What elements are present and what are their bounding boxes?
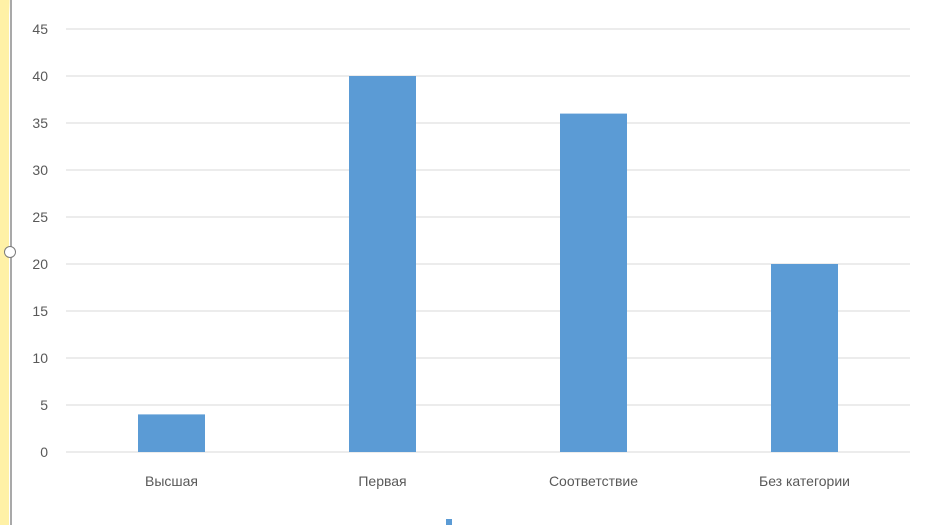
bar[interactable] [560,113,627,452]
y-tick-label: 15 [32,303,48,319]
y-tick-label: 5 [40,397,48,413]
x-category-label: Без категории [759,473,850,489]
y-tick-label: 30 [32,162,48,178]
bar[interactable] [771,264,838,452]
x-category-label: Первая [358,473,406,489]
y-tick-label: 10 [32,350,48,366]
bar[interactable] [349,76,416,452]
x-category-label: Соответствие [549,473,638,489]
slide-left-band [0,0,9,525]
y-axis-ticks: 0 5 10 15 20 25 30 35 40 45 [32,21,48,460]
bars [138,76,838,452]
bar[interactable] [138,414,205,452]
y-tick-label: 0 [40,444,48,460]
resize-handle-icon[interactable] [4,246,16,258]
y-tick-label: 25 [32,209,48,225]
gridlines [66,28,910,453]
y-tick-label: 40 [32,68,48,84]
x-category-label: Высшая [145,473,198,489]
legend [446,519,452,525]
legend-swatch [446,519,452,525]
y-tick-label: 20 [32,256,48,272]
x-axis-labels: Высшая Первая Соответствие Без категории [145,473,850,489]
y-tick-label: 35 [32,115,48,131]
y-tick-label: 45 [32,21,48,37]
